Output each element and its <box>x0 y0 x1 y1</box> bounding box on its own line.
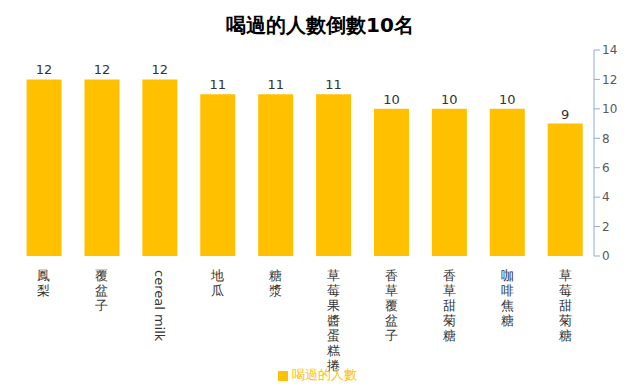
svg-text:11: 11 <box>210 77 227 92</box>
svg-text:咖啡焦糖: 咖啡焦糖 <box>501 268 514 328</box>
svg-text:草莓果醬蛋糕捲: 草莓果醬蛋糕捲 <box>327 268 340 373</box>
svg-text:9: 9 <box>561 107 569 122</box>
svg-text:10: 10 <box>383 92 400 107</box>
svg-text:12: 12 <box>602 73 617 87</box>
svg-text:12: 12 <box>94 62 111 77</box>
svg-text:12: 12 <box>36 62 53 77</box>
svg-text:10: 10 <box>441 92 458 107</box>
svg-text:草莓甜菊糖: 草莓甜菊糖 <box>559 268 572 343</box>
svg-text:糖漿: 糖漿 <box>269 268 282 298</box>
svg-text:10: 10 <box>602 102 617 116</box>
html-text:喝過的人數: 喝過的人數 <box>292 367 357 382</box>
svg-text:覆盆子: 覆盆子 <box>95 268 108 313</box>
svg-text:14: 14 <box>602 43 617 57</box>
svg-text:8: 8 <box>602 132 610 146</box>
svg-text:4: 4 <box>602 190 610 204</box>
svg-text:12: 12 <box>152 62 169 77</box>
svg-text:鳳梨: 鳳梨 <box>37 268 50 298</box>
svg-text:6: 6 <box>602 161 610 175</box>
svg-text:cereal milk: cereal milk <box>152 270 167 342</box>
svg-text:地瓜: 地瓜 <box>210 268 224 298</box>
svg-text:香草覆盆子: 香草覆盆子 <box>385 268 398 343</box>
html-text:喝過的人數倒數10名: 喝過的人數倒數10名 <box>226 13 414 37</box>
svg-text:10: 10 <box>499 92 516 107</box>
svg-text:0: 0 <box>602 249 610 263</box>
svg-text:11: 11 <box>325 77 342 92</box>
svg-text:11: 11 <box>267 77 284 92</box>
svg-text:香草甜菊糖: 香草甜菊糖 <box>443 268 456 343</box>
svg-text:2: 2 <box>602 220 610 234</box>
